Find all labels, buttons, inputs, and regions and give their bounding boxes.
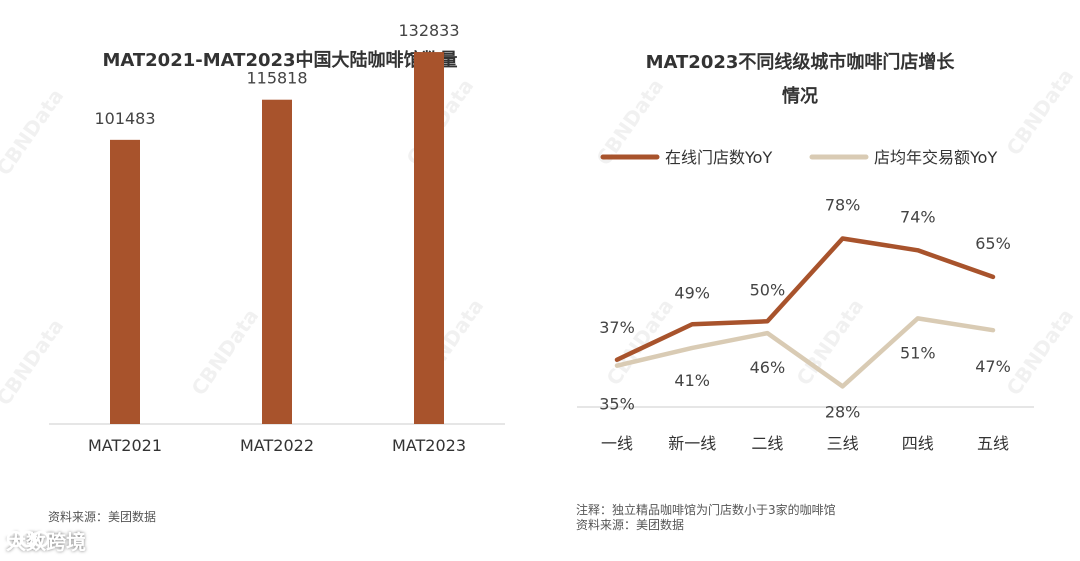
x-tick-label: 二线 <box>751 434 783 453</box>
data-label: 28% <box>825 402 861 421</box>
chart-title: MAT2023不同线级城市咖啡门店增长 情况 <box>600 46 1000 114</box>
chart-title: MAT2021-MAT2023中国大陆咖啡馆数量 <box>102 50 458 71</box>
x-tick-label: MAT2021 <box>88 436 162 455</box>
data-label: 46% <box>750 358 786 377</box>
brand-logo: 大数跨境 <box>6 526 86 555</box>
data-label: 41% <box>674 371 710 390</box>
data-label: 37% <box>599 318 635 337</box>
data-label: 101483 <box>94 109 155 128</box>
data-label: 50% <box>750 280 786 299</box>
x-tick-label: 新一线 <box>668 434 716 453</box>
x-tick-label: 三线 <box>827 434 859 453</box>
chart-title-line-2: 情况 <box>782 86 818 107</box>
line-chart: 在线门店数YoY 店均年交易额YoY 37% 49% 50% 78% 74% 65% 35% 41… <box>577 148 1034 453</box>
x-tick-label: 四线 <box>902 434 934 453</box>
chart-title-line-1: MAT2023不同线级城市咖啡门店增长 <box>645 52 955 73</box>
series-line <box>614 236 996 363</box>
brand-logo-icon <box>6 530 50 548</box>
data-label: 49% <box>674 283 710 302</box>
data-label: 132833 <box>398 21 459 40</box>
series-line <box>614 316 996 389</box>
source-note: 资料来源：美团数据 <box>576 518 685 532</box>
footnote: 注释：独立精品咖啡馆为门店数小于3家的咖啡馆 <box>576 503 836 517</box>
data-label: 115818 <box>246 69 307 88</box>
data-label: 65% <box>975 234 1011 253</box>
bar-chart: 101483 MAT2021 115818 MAT2022 132833 MAT2023 <box>49 21 505 455</box>
legend-label: 在线门店数YoY <box>665 148 772 167</box>
x-tick-label: MAT2022 <box>240 436 314 455</box>
data-label: 47% <box>975 357 1011 376</box>
x-tick-label: MAT2023 <box>392 436 466 455</box>
source-note: 资料来源：美团数据 <box>48 510 157 524</box>
bar <box>414 52 444 425</box>
line-chart-panel: MAT2023不同线级城市咖啡门店增长 情况 在线门店数YoY 店均年交易额YoY… <box>540 0 1080 561</box>
bar <box>110 139 140 424</box>
bar <box>262 99 292 425</box>
data-label: 74% <box>900 207 936 226</box>
legend-label: 店均年交易额YoY <box>874 148 997 167</box>
data-label: 78% <box>825 195 861 214</box>
x-tick-label: 五线 <box>977 434 1009 453</box>
x-tick-label: 一线 <box>601 434 633 453</box>
data-label: 35% <box>599 395 635 414</box>
data-label: 51% <box>900 343 936 362</box>
bar-chart-panel: MAT2021-MAT2023中国大陆咖啡馆数量 101483 MAT2021 11… <box>48 21 505 524</box>
